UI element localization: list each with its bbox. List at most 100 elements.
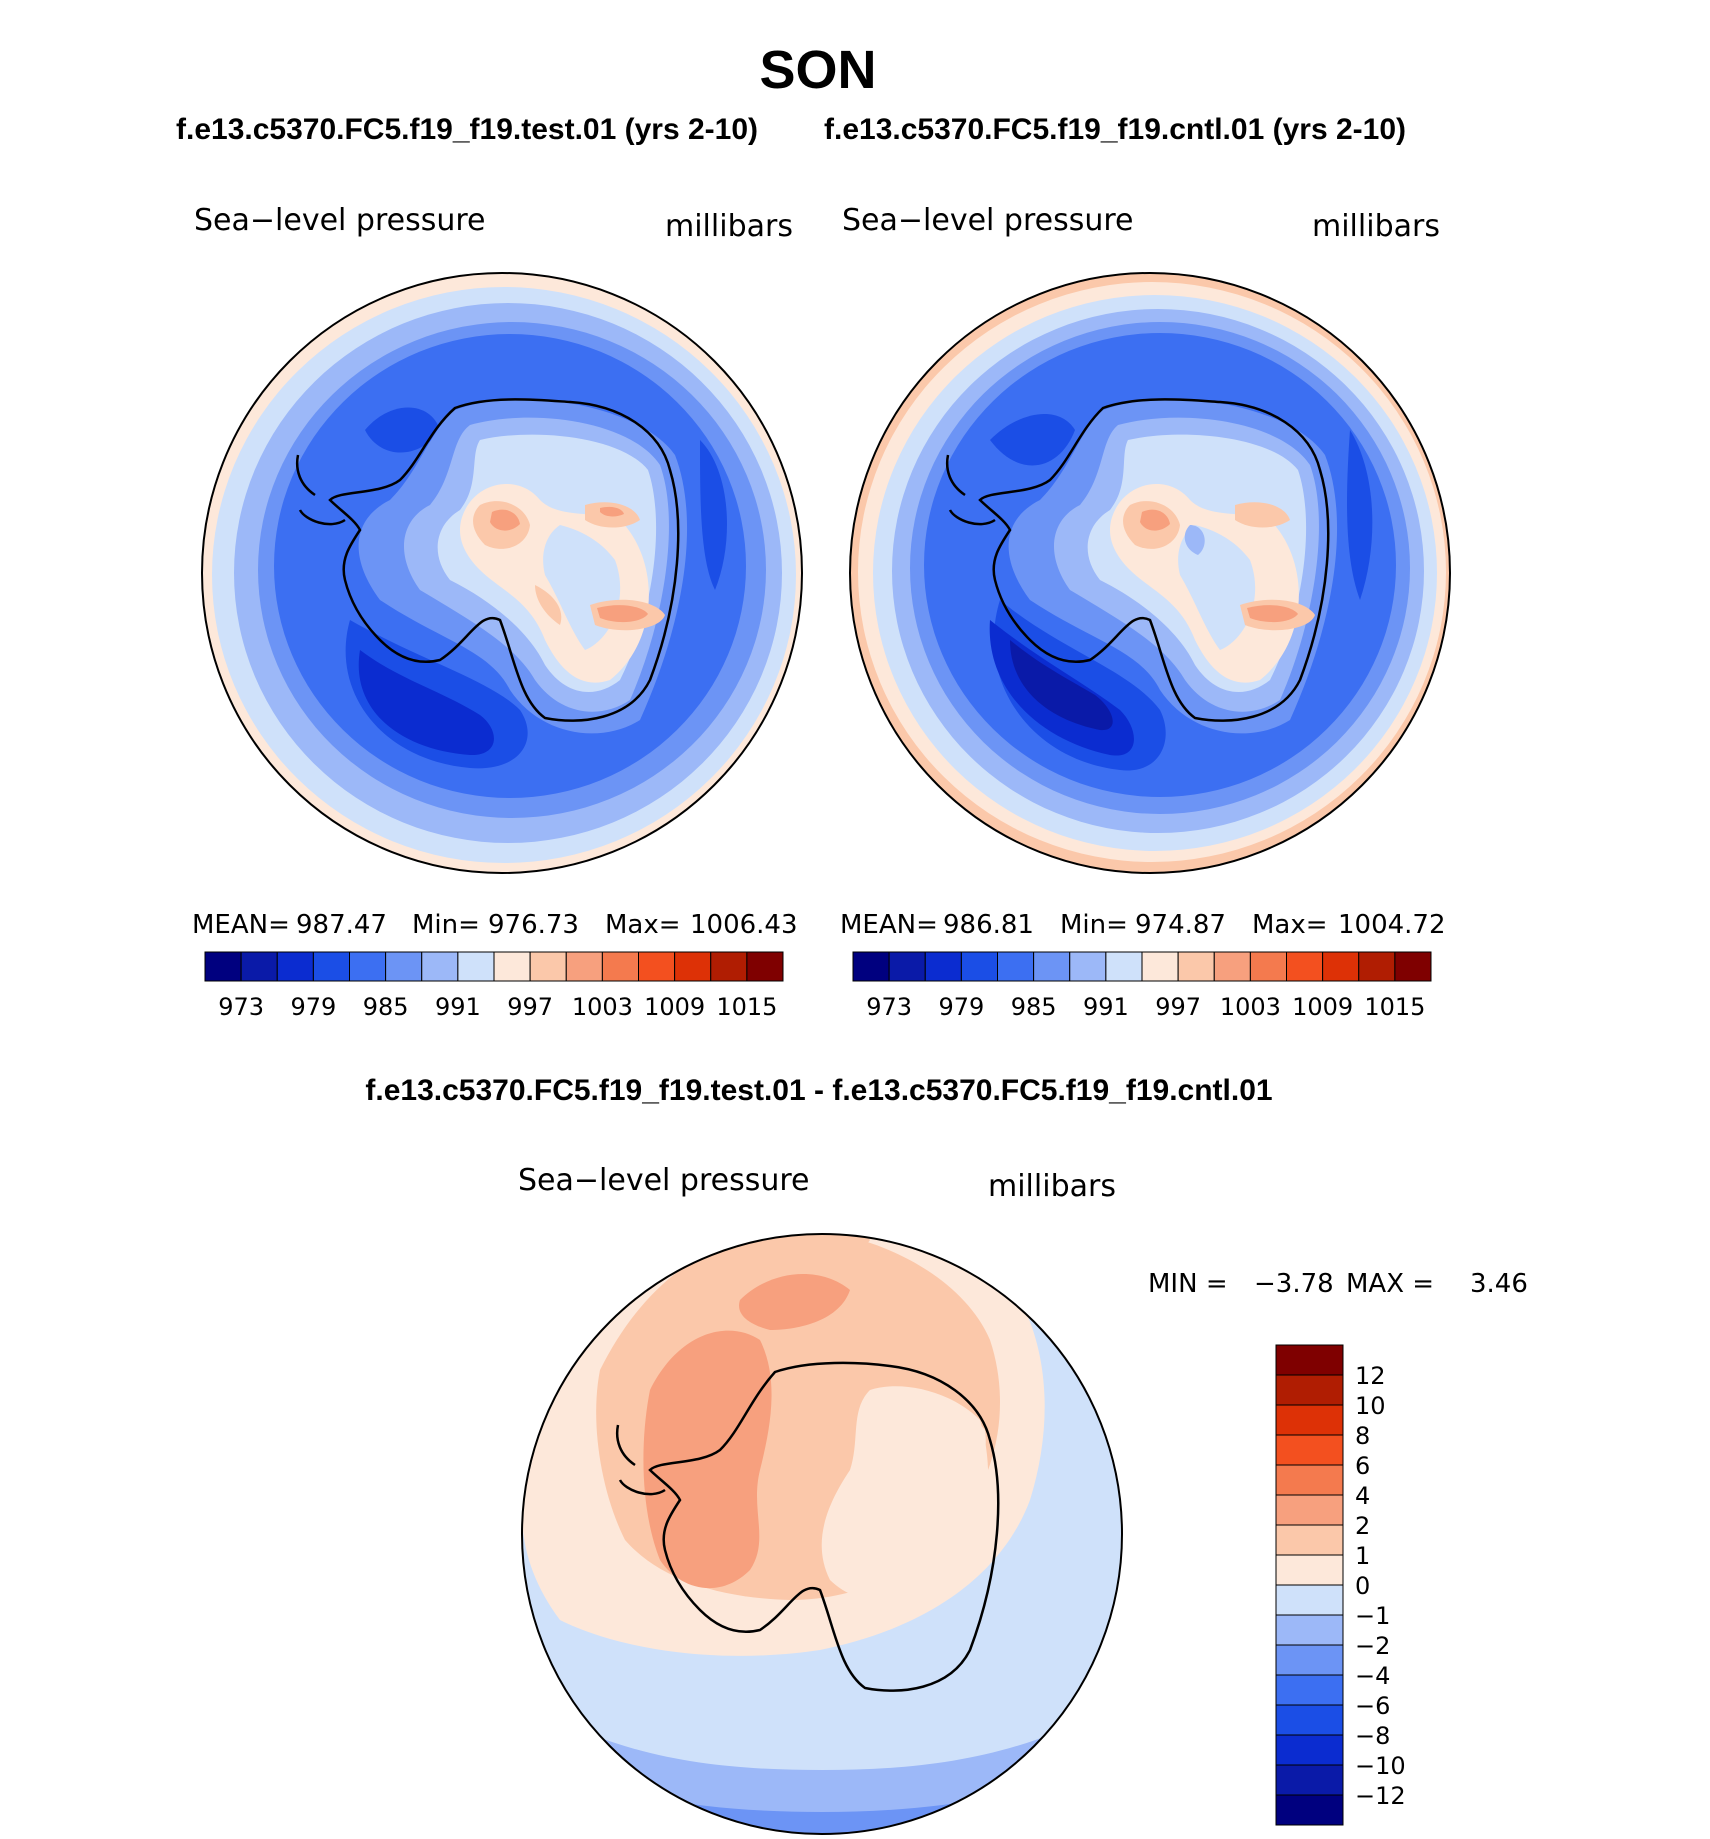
panel-difference-colorbar-swatch — [1275, 1554, 1344, 1586]
panel-control-mean-label: MEAN= — [840, 910, 938, 940]
panel-difference-colorbar-tick-label: 6 — [1355, 1452, 1370, 1480]
panel-test-colorbar-tick-label: 973 — [218, 993, 264, 1021]
panel-test-colorbar-swatch — [240, 951, 278, 982]
panel-difference-colorbar-tick-label: 2 — [1355, 1512, 1370, 1540]
panel-difference-colorbar-swatch — [1275, 1584, 1344, 1616]
panel-difference-max-label: MAX = — [1346, 1269, 1434, 1299]
panel-control-colorbar-swatch — [888, 951, 926, 982]
panel-test-colorbar-swatch — [349, 951, 387, 982]
panel-test-colorbar-swatch — [204, 951, 242, 982]
panel-control-colorbar-tick-label: 997 — [1155, 993, 1201, 1021]
panel-difference-colorbar-tick-label: −6 — [1355, 1692, 1390, 1720]
panel-difference-colorbar-swatch — [1275, 1374, 1344, 1406]
panel-difference-min-label: MIN = — [1148, 1269, 1228, 1299]
panel-control-max-label: Max= — [1252, 910, 1328, 940]
panel-control-colorbar-swatch — [852, 951, 890, 982]
panel-difference-colorbar-tick-label: −8 — [1355, 1722, 1390, 1750]
panel-test-colorbar-swatch — [601, 951, 639, 982]
panel-test-colorbar-swatch — [276, 951, 314, 982]
panel-test-colorbar-swatch — [385, 951, 423, 982]
panel-control-colorbar-tick-label: 979 — [938, 993, 984, 1021]
panel-test-stats: MEAN= 987.47 Min= 976.73 Max= 1006.43 — [192, 910, 798, 940]
panel-difference-colorbar-swatch — [1275, 1464, 1344, 1496]
panel-control-colorbar-swatch — [1249, 951, 1287, 982]
panel-control-map — [850, 273, 1450, 873]
panel-difference-min-value: −3.78 — [1254, 1269, 1334, 1299]
panel-control-colorbar-ticks: 973 979 985 991 997 1003 1009 1015 — [866, 993, 1425, 1021]
panel-test-min-label: Min= — [412, 910, 480, 940]
panel-control-colorbar-swatch — [1286, 951, 1324, 982]
panel-difference-max-value: 3.46 — [1470, 1269, 1528, 1299]
figure-title: SON — [759, 40, 876, 100]
difference-title: f.e13.c5370.FC5.f19_f19.test.01 - f.e13.… — [365, 1074, 1272, 1107]
panel-difference-colorbar-swatch — [1275, 1674, 1344, 1706]
panel-difference-colorbar-swatch — [1275, 1434, 1344, 1466]
panel-control-colorbar-tick-label: 1015 — [1364, 993, 1425, 1021]
panel-test-colorbar-swatch — [312, 951, 350, 982]
panel-control-colorbar — [852, 951, 1432, 982]
panel-test-colorbar-tick-label: 1015 — [716, 993, 777, 1021]
panel-test-colorbar-swatch — [565, 951, 603, 982]
panel-difference-colorbar-tick-label: −2 — [1355, 1632, 1390, 1660]
panel-test-colorbar-swatch — [493, 951, 531, 982]
panel-difference: f.e13.c5370.FC5.f19_f19.test.01 - f.e13.… — [365, 1074, 1528, 1835]
panel-test: Sea−level pressure millibars — [192, 203, 803, 1021]
panel-difference-colorbar-swatch — [1275, 1734, 1344, 1766]
panel-test-map — [202, 273, 802, 873]
panel-difference-colorbar-swatch — [1275, 1704, 1344, 1736]
panel-control-colorbar-swatch — [1358, 951, 1396, 982]
panel-difference-colorbar-tick-label: −4 — [1355, 1662, 1390, 1690]
panel-control-colorbar-tick-label: 973 — [866, 993, 912, 1021]
panel-difference-colorbar-tick-label: 0 — [1355, 1572, 1370, 1600]
panel-difference-map — [522, 1234, 1122, 1834]
panel-control-colorbar-tick-label: 991 — [1083, 993, 1129, 1021]
panel-control-stats: MEAN= 986.81 Min= 974.87 Max= 1004.72 — [840, 910, 1446, 940]
panel-test-colorbar-swatch — [529, 951, 567, 982]
panel-test-mean-value: 987.47 — [296, 910, 387, 940]
panel-difference-colorbar-swatch — [1275, 1794, 1344, 1826]
panel-test-max-label: Max= — [605, 910, 681, 940]
panel-difference-colorbar-tick-label: −1 — [1355, 1602, 1390, 1630]
subtitle-test: f.e13.c5370.FC5.f19_f19.test.01 (yrs 2-1… — [176, 113, 758, 146]
panel-control-min-label: Min= — [1060, 910, 1128, 940]
panel-test-max-value: 1006.43 — [690, 910, 798, 940]
panel-control-colorbar-tick-label: 985 — [1011, 993, 1057, 1021]
panel-control-colorbar-swatch — [1141, 951, 1179, 982]
panel-difference-stats: MIN = −3.78 MAX = 3.46 — [1148, 1269, 1528, 1299]
panel-difference-colorbar-tick-label: 1 — [1355, 1542, 1370, 1570]
subtitle-control: f.e13.c5370.FC5.f19_f19.cntl.01 (yrs 2-1… — [824, 113, 1406, 146]
panel-control-min-value: 974.87 — [1135, 910, 1226, 940]
panel-difference-colorbar-tick-label: 12 — [1355, 1362, 1386, 1390]
panel-difference-colorbar-swatch — [1275, 1344, 1344, 1376]
panel-control-colorbar-swatch — [924, 951, 962, 982]
panel-difference-colorbar-swatch — [1275, 1644, 1344, 1676]
panel-test-colorbar-tick-label: 1009 — [644, 993, 705, 1021]
panel-difference-colorbar-tick-label: 8 — [1355, 1422, 1370, 1450]
panel-difference-colorbar-tick-label: −12 — [1355, 1782, 1406, 1810]
panel-control-max-value: 1004.72 — [1338, 910, 1446, 940]
panel-control-units: millibars — [1312, 209, 1440, 244]
panel-control-colorbar-swatch — [1033, 951, 1071, 982]
panel-control-colorbar-swatch — [1213, 951, 1251, 982]
panel-difference-colorbar-swatch — [1275, 1614, 1344, 1646]
panel-difference-colorbar-swatch — [1275, 1404, 1344, 1436]
panel-test-units: millibars — [665, 209, 793, 244]
panel-control-colorbar-tick-label: 1003 — [1220, 993, 1281, 1021]
panel-control-mean-value: 986.81 — [943, 910, 1034, 940]
panel-test-colorbar-swatch — [746, 951, 784, 982]
panel-test-variable: Sea−level pressure — [194, 203, 485, 238]
panel-difference-units: millibars — [988, 1169, 1116, 1204]
panel-difference-colorbar-swatch — [1275, 1524, 1344, 1556]
panel-test-colorbar-tick-label: 985 — [363, 993, 409, 1021]
panel-test-colorbar-swatch — [638, 951, 676, 982]
panel-control-colorbar-swatch — [997, 951, 1035, 982]
panel-test-colorbar-swatch — [457, 951, 495, 982]
panel-difference-colorbar-swatch — [1275, 1494, 1344, 1526]
panel-control-colorbar-swatch — [1177, 951, 1215, 982]
panel-control-variable: Sea−level pressure — [842, 203, 1133, 238]
panel-control-colorbar-swatch — [1322, 951, 1360, 982]
panel-test-colorbar — [204, 951, 784, 982]
panel-difference-colorbar-tick-label: −10 — [1355, 1752, 1406, 1780]
